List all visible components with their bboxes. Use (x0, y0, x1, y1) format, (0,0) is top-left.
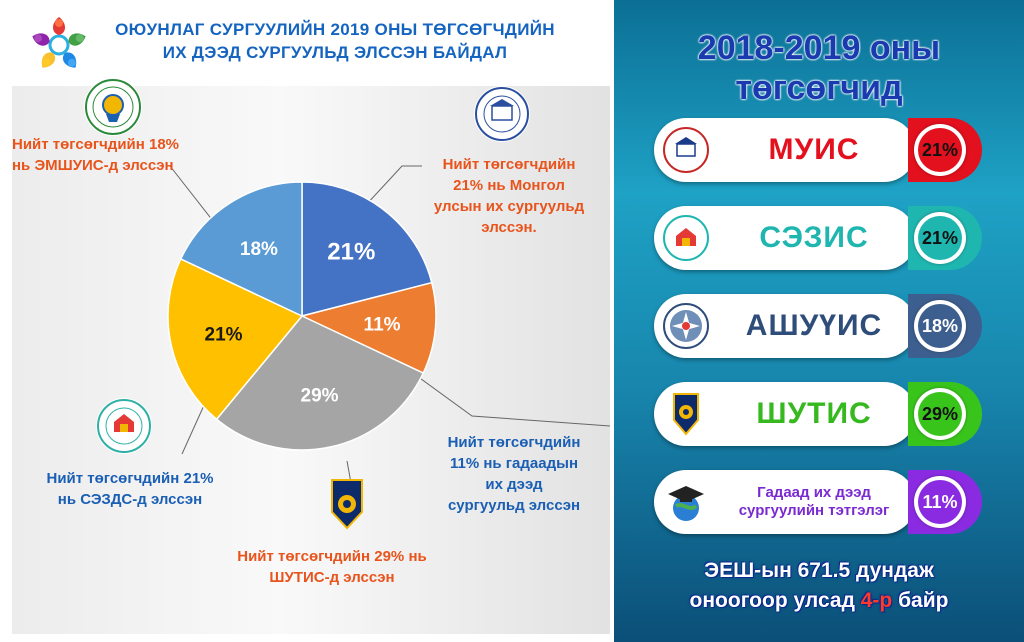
pie-slice-0 (301, 181, 433, 317)
right-panel: 2018-2019 оны төгсөгчид МУИС 21% СЭЗИС 2… (614, 0, 1024, 642)
row-ashuuis-name: АШУҮИС (745, 309, 883, 342)
pie-slice-2 (215, 315, 425, 451)
row-abroad-percent-value: 11% (918, 480, 962, 524)
row-ashuuis-percent-value: 18% (918, 304, 962, 348)
row-muis: МУИС 21% (654, 118, 988, 182)
note-muis: Нийт төгсөгчдийн 21% нь Монгол улсын их … (424, 154, 594, 238)
row-shutis-name: ШУТИС (756, 397, 872, 430)
page-title: ОЮУНЛАГ СУРГУУЛИЙН 2019 ОНЫ ТӨГСӨГЧДИЙН … (100, 18, 570, 64)
pie-chart: 21% 11% 29% 21% 18% (167, 165, 610, 517)
school-logo-icon (32, 17, 86, 68)
note-shutis-line-1: Нийт төгсөгчдийн 29% нь (237, 548, 427, 565)
pie-slices (167, 181, 437, 451)
row-ashuuis-percent: 18% (914, 300, 966, 352)
shutis-logo-icon (331, 479, 363, 530)
footer-line-2-a: оноогоор улсад (689, 589, 861, 612)
note-abroad-line-3: их дээд (485, 476, 543, 493)
shutis-logo-icon (673, 393, 699, 436)
row-sezis-percent: 21% (914, 212, 966, 264)
note-emshuis-line-1: Нийт төгсөгчдийн 18% (12, 136, 180, 153)
pie-slice-label-0: 21% (327, 238, 375, 265)
note-shutis-line-2: ШУТИС-д элссэн (269, 569, 395, 586)
title-line-1: ОЮУНЛАГ СУРГУУЛИЙН 2019 ОНЫ ТӨГСӨГЧДИЙН (115, 20, 555, 39)
note-sezds: Нийт төгсөгчдийн 21% нь СЭЗДС-д элссэн (20, 468, 240, 510)
pie-slice-1 (299, 281, 437, 375)
pie-slice-label-2: 29% (301, 385, 339, 406)
leader-line-abroad (416, 375, 610, 427)
row-shutis: ШУТИС 29% (654, 382, 988, 446)
footer-text: ЭЕШ-ын 671.5 дундаж оноогоор улсад 4-р б… (614, 556, 1024, 616)
note-abroad-line-1: Нийт төгсөгчдийн (447, 434, 581, 451)
ashuuis-logo-icon (662, 302, 710, 350)
note-sezds-line-1: Нийт төгсөгчдийн 21% (46, 470, 214, 487)
pie-slice-3 (167, 257, 304, 421)
note-emshuis-line-2: нь ЭМШУИС-д элссэн (12, 157, 174, 174)
note-muis-line-1: Нийт төгсөгчдийн (442, 156, 576, 173)
muis-logo-icon (662, 126, 710, 174)
title-line-2: ИХ ДЭЭД СУРГУУЛЬД ЭЛССЭН БАЙДАЛ (162, 43, 508, 62)
row-abroad-name-line-2: сургуулийн тэтгэлэг (738, 502, 890, 519)
graduation-globe-icon (662, 478, 710, 526)
footer-rank: 4-р (860, 589, 893, 612)
panel-heading: 2018-2019 оны төгсөгчид (614, 28, 1024, 108)
pie-slice-label-3: 21% (205, 325, 243, 346)
footer-line-2-b: байр (892, 589, 949, 612)
footer-line-2: оноогоор улсад 4-р байр (614, 586, 1024, 616)
row-muis-percent: 21% (914, 124, 966, 176)
note-muis-line-2: 21% нь Монгол (453, 177, 565, 194)
pie-slice-4 (179, 181, 303, 318)
row-muis-percent-value: 21% (918, 128, 962, 172)
pie-slice-labels: 21% 11% 29% 21% 18% (205, 238, 401, 406)
row-abroad-percent: 11% (914, 476, 966, 528)
row-abroad-name: Гадаад их дээд сургуулийн тэтгэлэг (716, 470, 912, 534)
note-emshuis: Нийт төгсөгчдийн 18% нь ЭМШУИС-д элссэн (12, 134, 179, 176)
note-muis-line-3: улсын их сургуульд (433, 198, 585, 215)
row-ashuuis: АШУҮИС 18% (654, 294, 988, 358)
left-panel: ОЮУНЛАГ СУРГУУЛИЙН 2019 ОНЫ ТӨГСӨГЧДИЙН … (12, 17, 610, 634)
note-sezds-line-2: нь СЭЗДС-д элссэн (57, 491, 203, 508)
emshuis-logo-icon (84, 78, 142, 136)
row-sezis: СЭЗИС 21% (654, 206, 988, 270)
note-muis-line-4: элссэн. (481, 219, 537, 236)
row-muis-name: МУИС (768, 133, 860, 166)
footer-line-1: ЭЕШ-ын 671.5 дундаж (704, 559, 934, 582)
pie-slice-label-4: 18% (240, 239, 278, 260)
row-shutis-percent: 29% (914, 388, 966, 440)
sezds-logo-icon (96, 398, 152, 454)
note-abroad-line-4: сургуульд элссэн (447, 497, 581, 514)
note-abroad-line-2: 11% нь гадаадын (450, 455, 578, 472)
pie-slice-label-1: 11% (364, 315, 401, 336)
chart-area: 21% 11% 29% 21% 18% Нийт төгсөгчдийн 1 (12, 78, 610, 634)
sezis-logo-icon (662, 214, 710, 262)
panel-heading-line-1: 2018-2019 оны (697, 29, 941, 67)
note-shutis: Нийт төгсөгчдийн 29% нь ШУТИС-д элссэн (212, 546, 452, 588)
row-sezis-name: СЭЗИС (759, 221, 869, 254)
muis-logo-icon (474, 86, 530, 142)
row-shutis-percent-value: 29% (918, 392, 962, 436)
row-abroad-name-line-1: Гадаад их дээд (757, 484, 871, 501)
row-abroad: Гадаад их дээд сургуулийн тэтгэлэг 11% (654, 470, 988, 534)
note-abroad: Нийт төгсөгчдийн 11% нь гадаадын их дээд… (430, 432, 598, 516)
panel-heading-line-2: төгсөгчид (735, 69, 903, 107)
row-sezis-percent-value: 21% (918, 216, 962, 260)
